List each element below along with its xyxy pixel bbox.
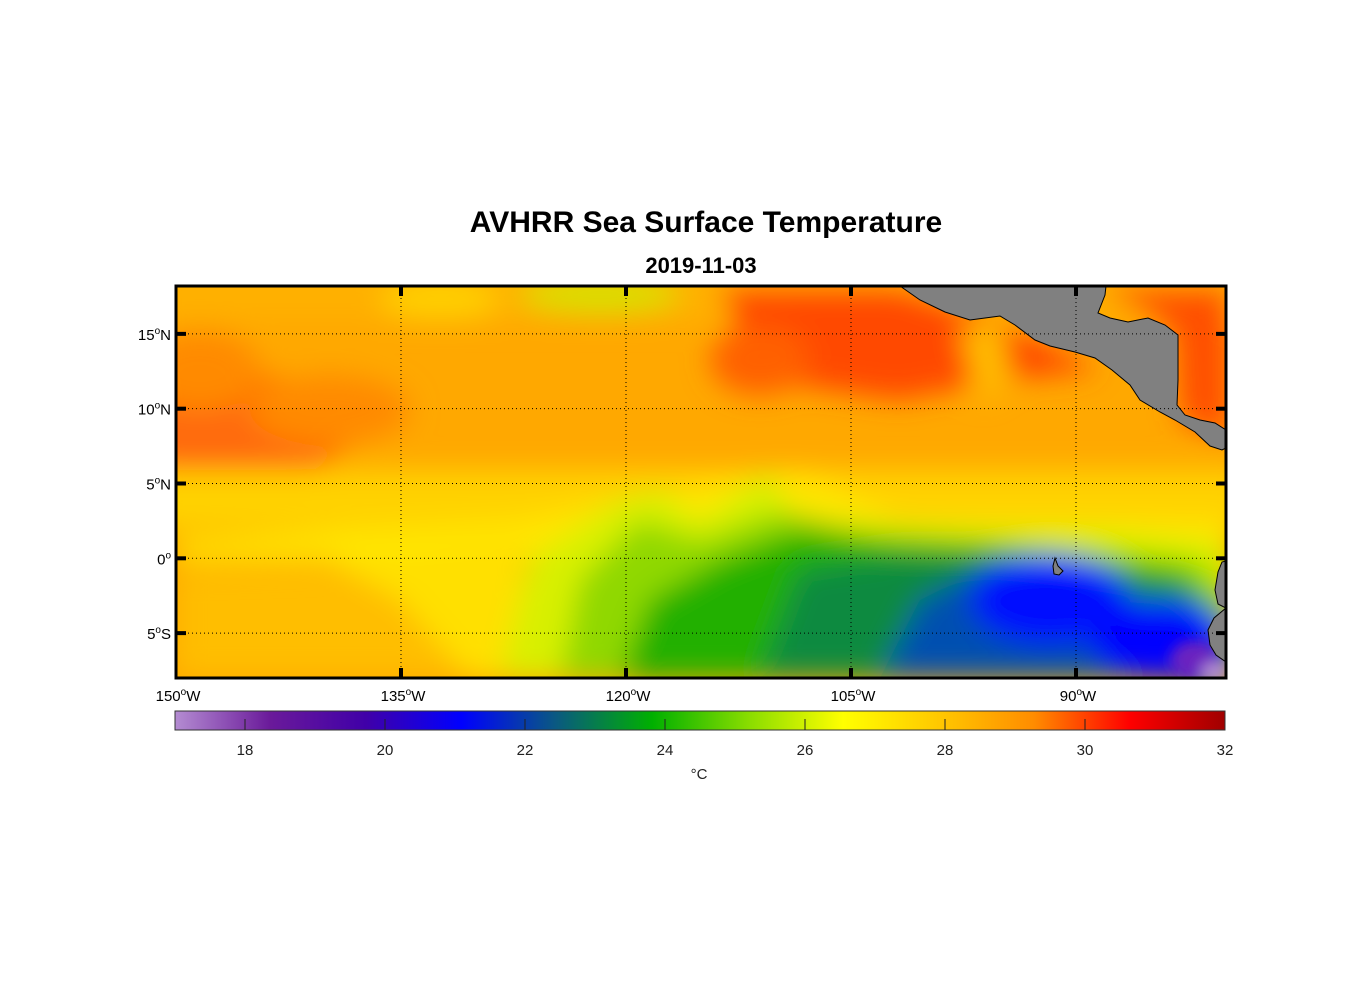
lat-tick-label: 15oN <box>138 326 171 344</box>
colorbar: 18 20 22 24 26 28 30 32 °C <box>174 710 1234 783</box>
land-masses <box>899 286 1226 663</box>
lon-tick-label: 105oW <box>831 687 877 705</box>
axis-labels: 150oW 135oW 120oW 105oW 90oW 15oN 10oN 5oN 0o 5oS <box>138 326 1097 705</box>
map-date: 2019-11-03 <box>645 253 757 278</box>
lon-tick-label: 135oW <box>381 687 427 705</box>
colorbar-scale <box>174 710 1226 731</box>
central-america-land <box>899 286 1226 451</box>
colorbar-tick-label: 32 <box>1217 742 1234 759</box>
lat-tick-label: 0o <box>157 550 171 568</box>
colorbar-tick-label: 22 <box>517 742 534 759</box>
colorbar-tick-label: 28 <box>937 742 954 759</box>
lat-tick-label: 5oS <box>147 625 171 643</box>
lon-tick-label: 150oW <box>156 687 202 705</box>
map-title: AVHRR Sea Surface Temperature <box>469 206 943 239</box>
axis-ticks <box>176 286 1226 678</box>
colorbar-tick-label: 30 <box>1077 742 1094 759</box>
graticule <box>176 286 1226 678</box>
colorbar-tick-label: 26 <box>797 742 814 759</box>
colorbar-unit: °C <box>691 766 708 783</box>
lat-tick-label: 5oN <box>146 475 171 493</box>
lat-tick-label: 10oN <box>138 401 171 419</box>
colorbar-tick-label: 18 <box>237 742 254 759</box>
lon-tick-label: 90oW <box>1060 687 1097 705</box>
colorbar-tick-label: 24 <box>657 742 674 759</box>
south-america-land <box>1207 560 1226 663</box>
colorbar-tick-label: 20 <box>377 742 394 759</box>
lon-tick-label: 120oW <box>606 687 652 705</box>
galapagos-island <box>1052 556 1064 576</box>
